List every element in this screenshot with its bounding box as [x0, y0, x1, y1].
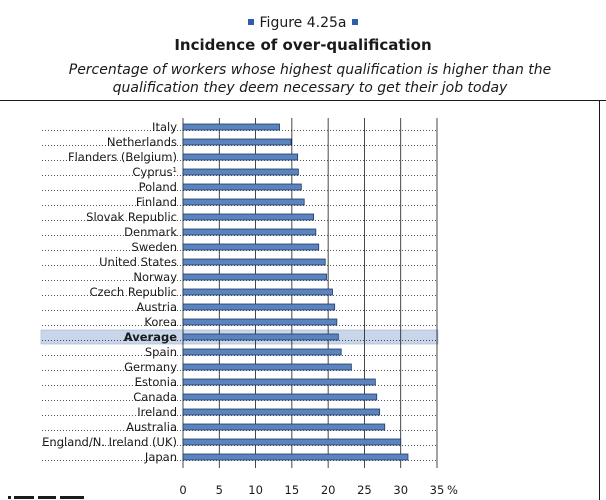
bar	[182, 348, 342, 356]
x-tick-label: 25	[357, 483, 372, 497]
category-label: Estonia	[135, 375, 177, 389]
bar	[182, 303, 336, 311]
x-tick-layer: 0 5 10 15 20 25 30 35%	[179, 483, 458, 497]
figure-label-text: Figure 4.25a	[259, 15, 347, 31]
bar	[182, 273, 328, 281]
category-label: Poland	[139, 180, 177, 194]
category-label: Cyprus1	[132, 165, 177, 179]
bar	[182, 243, 320, 251]
header-rule	[0, 100, 606, 101]
bar	[182, 423, 386, 431]
category-label: Italy	[152, 120, 177, 134]
bar	[182, 168, 299, 176]
bar	[182, 138, 292, 146]
category-label: Australia	[126, 420, 177, 434]
bar	[182, 183, 302, 191]
figure-marker-icon	[247, 19, 254, 25]
bar	[182, 408, 381, 416]
x-tick-label: 15	[285, 483, 300, 497]
bar	[182, 363, 352, 371]
category-label: England/N. Ireland (UK)	[42, 435, 177, 449]
x-tick-label: 0	[179, 483, 186, 497]
figure-marker-icon	[352, 19, 359, 25]
bar	[182, 153, 299, 161]
bar	[182, 393, 378, 401]
category-label: United States	[99, 255, 177, 269]
cropped-footnote-fragment	[8, 496, 84, 499]
bar	[182, 213, 315, 221]
category-label: Finland	[136, 195, 177, 209]
bar	[182, 228, 317, 236]
bar	[182, 318, 338, 326]
bar	[182, 198, 305, 206]
category-label: Ireland	[137, 405, 177, 419]
x-tick-label: 30	[393, 483, 408, 497]
figure-label: Figure 4.25a	[0, 15, 606, 31]
bar-layer	[182, 123, 409, 461]
x-unit-label: %	[447, 483, 458, 497]
category-label: Average	[124, 330, 177, 344]
category-label: Norway	[133, 270, 177, 284]
chart-subtitle: Percentage of workers whose highest qual…	[68, 62, 552, 96]
category-label: Spain	[145, 345, 177, 359]
category-label: Slovak Republic	[86, 210, 177, 224]
x-tick-label: 10	[248, 483, 263, 497]
category-label: Japan	[144, 450, 177, 464]
category-label: Czech Republic	[89, 285, 177, 299]
x-tick-label: 5	[216, 483, 223, 497]
category-label: Austria	[136, 300, 177, 314]
bar	[182, 258, 326, 266]
frame-right-edge	[599, 100, 600, 500]
bar	[182, 378, 376, 386]
chart-title: Incidence of over-qualification	[174, 36, 432, 54]
category-label: Sweden	[132, 240, 177, 254]
x-tick-label: 20	[321, 483, 336, 497]
category-label: Germany	[124, 360, 177, 374]
bar	[182, 123, 280, 131]
x-tick-label: 35	[430, 483, 445, 497]
bar	[182, 438, 402, 446]
category-label: Denmark	[124, 225, 177, 239]
category-label: Canada	[133, 390, 177, 404]
bar	[182, 288, 333, 296]
category-label: Netherlands	[107, 135, 177, 149]
category-label: Flanders (Belgium)	[68, 150, 177, 164]
bar	[182, 333, 339, 341]
category-label: Korea	[144, 315, 177, 329]
bar	[182, 453, 409, 461]
